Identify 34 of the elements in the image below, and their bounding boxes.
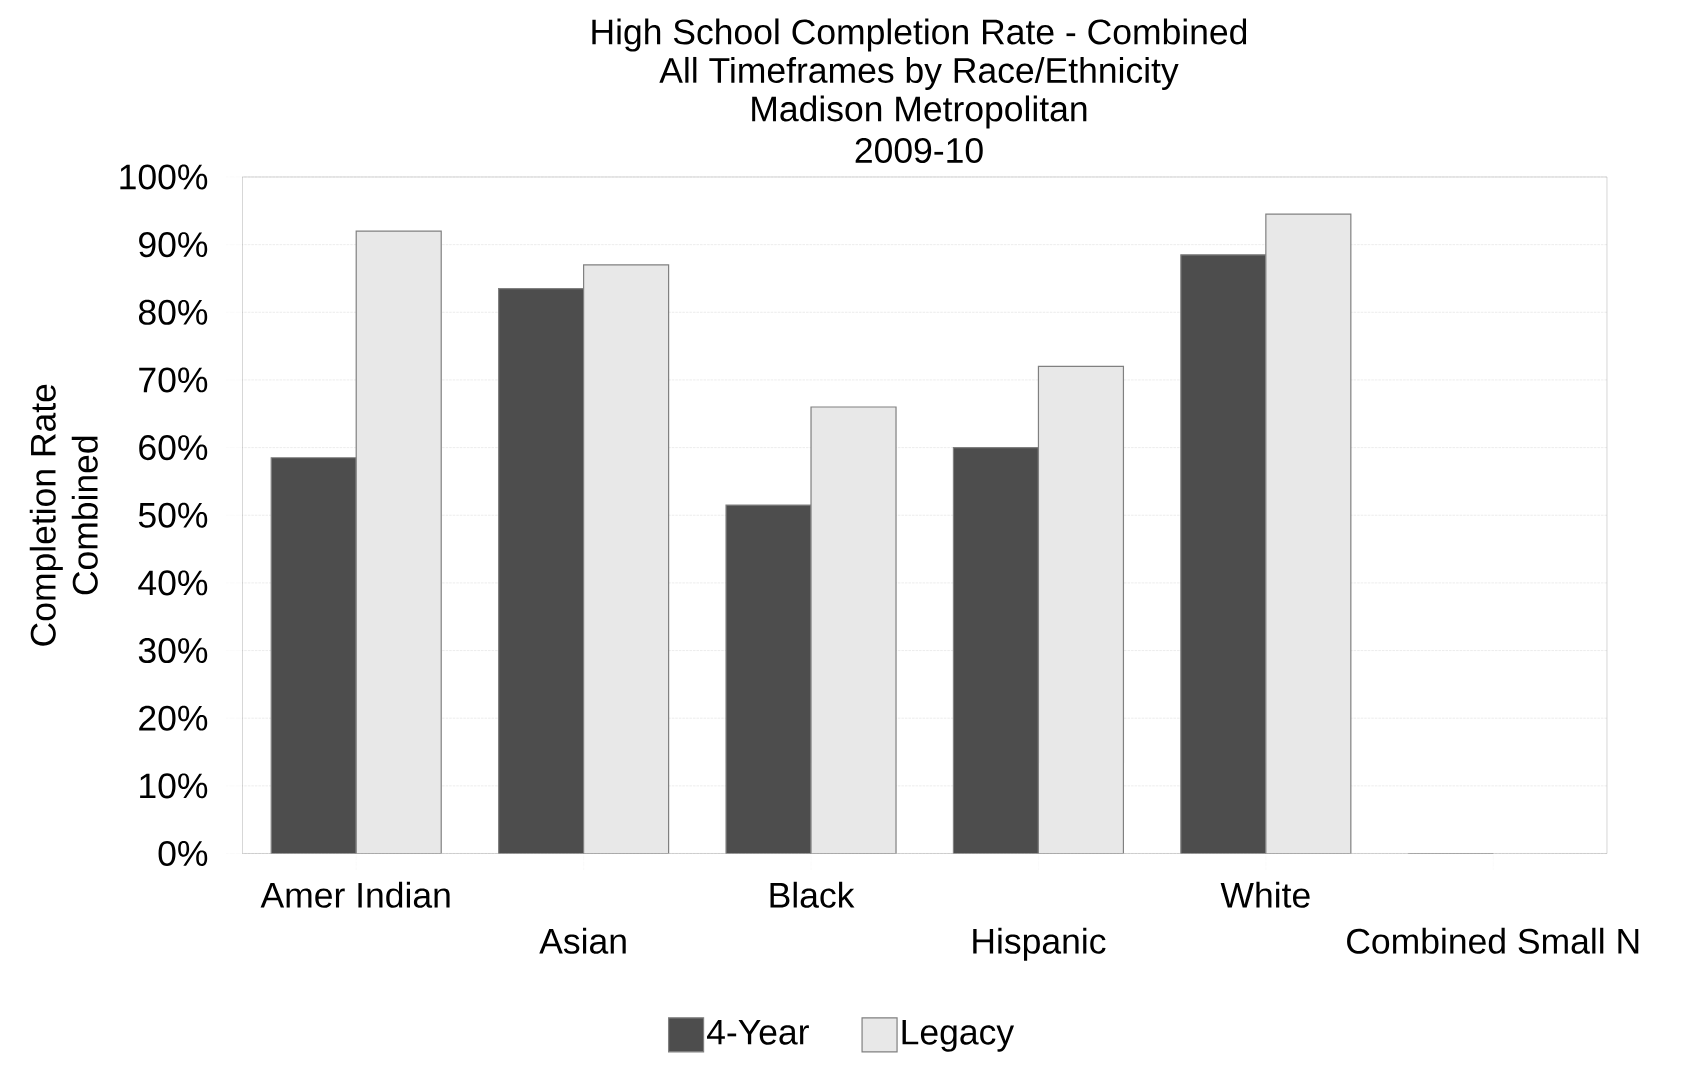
- x-tick-label: Amer Indian: [260, 881, 450, 908]
- x-tick-label: White: [1220, 881, 1310, 908]
- bar: [1265, 213, 1352, 854]
- text: 2009-10: [855, 137, 983, 164]
- bar: [1038, 366, 1124, 854]
- chart-subtitle: All Timeframes by Race/Ethnicity: [659, 56, 1179, 91]
- text: Madison Metropolitan: [752, 95, 1087, 129]
- legend-label: Legacy: [902, 1019, 1015, 1052]
- y-tick-label: 40%: [138, 570, 208, 596]
- bar: [583, 264, 669, 854]
- y-tick-label: 50%: [138, 502, 208, 528]
- y-tick-label: 70%: [139, 367, 208, 393]
- legend-label: 4-Year: [706, 1019, 809, 1045]
- y-tick-label: 100%: [120, 164, 208, 190]
- bar: [498, 288, 584, 854]
- chart-title: High School Completion Rate - Combined: [592, 18, 1247, 52]
- bar: [726, 505, 812, 854]
- y-tick-label: 10%: [140, 773, 208, 799]
- x-tick-label: Combined Small N: [1347, 927, 1639, 954]
- y-tick-label: 30%: [138, 637, 208, 664]
- y-tick-label: 80%: [138, 299, 208, 325]
- bar: [356, 231, 442, 854]
- y-tick-label: 0%: [158, 840, 208, 867]
- bar: [811, 407, 897, 854]
- x-tick-label: Hispanic: [973, 927, 1106, 961]
- y-tick-label: 20%: [139, 705, 208, 731]
- bar: [953, 447, 1039, 854]
- bar: [1180, 254, 1266, 854]
- y-axis-title: Completion Rate Combined: [29, 384, 98, 646]
- bar: [271, 457, 357, 854]
- x-tick-label: Black: [770, 881, 855, 908]
- x-tick-label: Asian: [539, 927, 626, 954]
- y-tick-label: 60%: [139, 435, 208, 461]
- y-tick-label: 90%: [139, 232, 208, 258]
